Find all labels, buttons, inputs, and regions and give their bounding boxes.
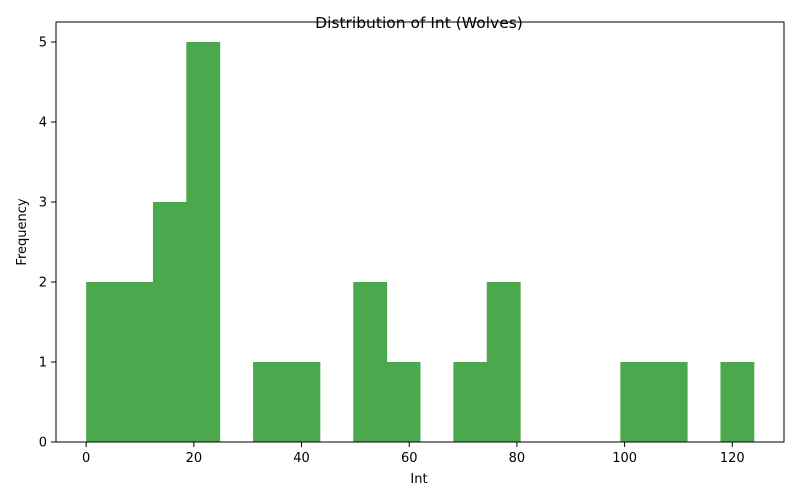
y-axis-label: Frequency	[15, 198, 30, 265]
x-tick-label: 60	[401, 451, 418, 466]
histogram-bar	[620, 362, 655, 442]
histogram-bar	[119, 282, 154, 442]
y-axis: 0 1 2 3 4 5	[39, 36, 56, 451]
x-tick-label: 120	[720, 451, 745, 466]
histogram-bar	[720, 362, 755, 442]
x-tick-label: 80	[509, 451, 526, 466]
x-tick-label: 20	[186, 451, 203, 466]
histogram-bar	[386, 362, 421, 442]
histogram-bar	[353, 282, 388, 442]
x-tick-label: 0	[82, 451, 90, 466]
plot-frame	[55, 21, 785, 443]
histogram-bar	[453, 362, 488, 442]
histogram-bar	[286, 362, 321, 442]
x-tick-label: 40	[293, 451, 310, 466]
histogram-bar	[653, 362, 688, 442]
y-tick-label: 1	[39, 356, 47, 371]
chart-title: Distribution of Int (Wolves)	[315, 14, 523, 32]
histogram-bar	[152, 202, 187, 442]
histogram-bar	[486, 282, 521, 442]
x-axis: 0 20 40 60 80 100 120	[82, 442, 745, 466]
bars-group	[86, 42, 755, 442]
histogram-bar	[186, 42, 221, 442]
x-tick-label: 100	[612, 451, 637, 466]
y-tick-label: 2	[39, 276, 47, 291]
y-tick-label: 3	[39, 196, 47, 211]
histogram-bar	[86, 282, 121, 442]
x-axis-label: Int	[410, 472, 427, 487]
y-tick-label: 0	[39, 436, 47, 451]
histogram-bar	[253, 362, 287, 442]
y-tick-label: 4	[39, 116, 47, 131]
y-tick-label: 5	[39, 36, 47, 51]
